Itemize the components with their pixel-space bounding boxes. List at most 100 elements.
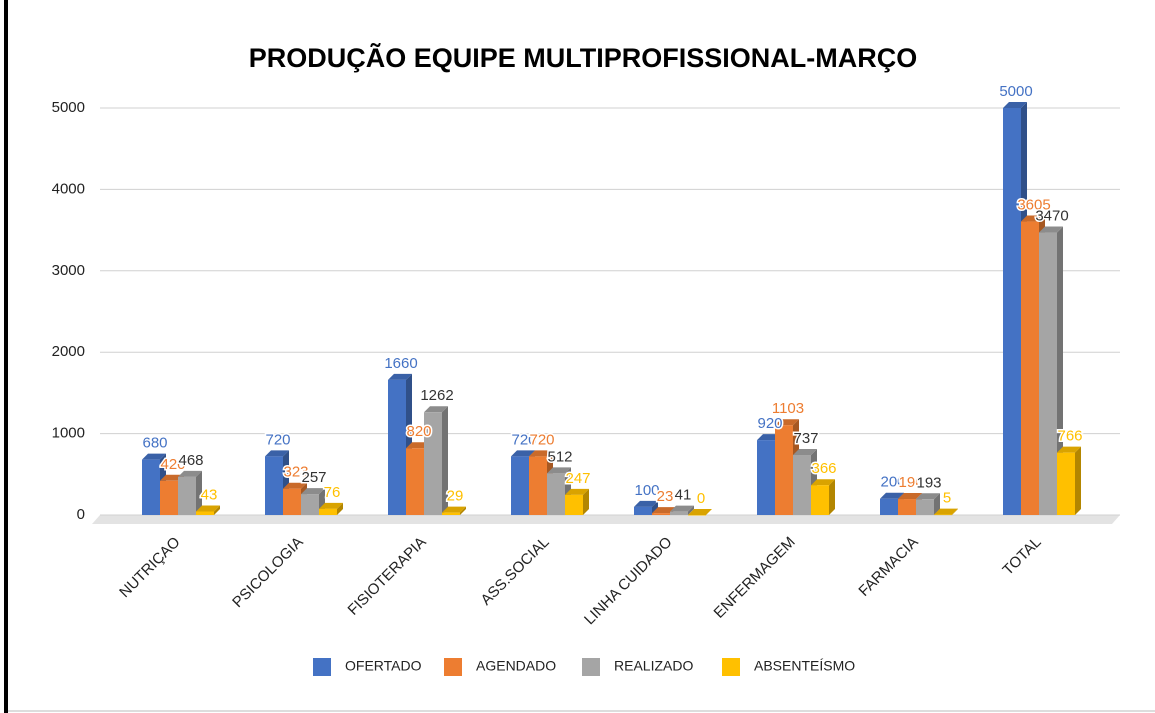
bar-front	[916, 499, 934, 515]
bar	[547, 467, 571, 515]
x-tick-label: ENFERMAGEM	[711, 534, 799, 622]
bar-front	[898, 499, 916, 515]
y-tick-label: 4000	[52, 180, 85, 197]
bar-top	[811, 479, 835, 486]
bar-top	[178, 470, 202, 477]
data-label: 29	[447, 488, 464, 505]
bar-front	[265, 456, 283, 515]
legend-swatch	[313, 658, 331, 676]
bar	[670, 505, 694, 515]
bar-top	[142, 453, 166, 460]
x-tick-label: PSICOLOGIA	[229, 534, 306, 611]
bar-top	[793, 449, 817, 456]
legend-label: REALIZADO	[614, 658, 693, 674]
bar-top	[1057, 446, 1081, 453]
data-label: 720	[265, 431, 290, 448]
bar	[1039, 226, 1063, 516]
bar-top	[547, 467, 571, 474]
bar	[196, 505, 220, 515]
y-tick-label: 5000	[52, 99, 85, 116]
data-label: 5000	[999, 83, 1032, 100]
bar-side	[583, 488, 589, 515]
bar-top	[775, 419, 799, 426]
chart-title: PRODUÇÃO EQUIPE MULTIPROFISSIONAL-MARÇO	[249, 42, 918, 73]
data-label: 737	[793, 430, 818, 447]
x-tick-label: ASS.SOCIAL	[478, 534, 553, 609]
data-label: 3470	[1035, 208, 1068, 225]
bar-top	[196, 505, 220, 512]
bar-front	[652, 513, 670, 515]
bar-side	[952, 508, 958, 515]
y-tick-label: 2000	[52, 343, 85, 360]
bar-front	[757, 440, 775, 515]
bar-front	[934, 514, 952, 516]
y-tick-label: 0	[77, 506, 85, 523]
data-label: 41	[675, 487, 692, 504]
bar-front	[178, 476, 196, 515]
bar-side	[460, 506, 466, 515]
bar-top	[880, 492, 904, 499]
legend-label: OFERTADO	[345, 658, 422, 674]
bar	[634, 500, 658, 515]
data-label: 1660	[384, 355, 417, 372]
bar-side	[214, 505, 220, 515]
bar-front	[670, 511, 688, 515]
bar-side	[652, 500, 658, 515]
bar	[442, 506, 466, 515]
bar-front	[301, 494, 319, 515]
legend-label: AGENDADO	[476, 658, 556, 674]
data-label: 5	[943, 490, 951, 507]
data-label: 512	[547, 448, 572, 465]
bar-front	[547, 473, 565, 515]
bar-front	[1003, 108, 1021, 515]
x-tick-label: NUTRIÇAO	[116, 534, 183, 601]
x-tick-label: TOTAL	[999, 534, 1044, 579]
bar-side	[442, 406, 448, 515]
bar-front	[565, 494, 583, 515]
bar-side	[688, 505, 694, 515]
bar-top	[511, 450, 535, 457]
bar-top	[916, 493, 940, 500]
bar	[424, 406, 448, 515]
bar-front	[793, 455, 811, 515]
bar-top	[442, 506, 466, 513]
data-label: 820	[406, 423, 431, 440]
bar-front	[196, 511, 214, 515]
bar	[178, 470, 202, 515]
data-label: 920	[757, 415, 782, 432]
bar-front	[406, 448, 424, 515]
data-label: 420	[160, 456, 185, 473]
data-label: 196	[898, 474, 923, 491]
data-label: 720	[511, 431, 536, 448]
data-label: 76	[324, 484, 341, 501]
x-tick-label: FISIOTERAPIA	[345, 534, 430, 619]
bar-front	[1039, 232, 1057, 516]
bar-top	[529, 450, 553, 457]
bar-front	[283, 488, 301, 515]
data-label: 257	[301, 469, 326, 486]
bar-side	[1075, 446, 1081, 515]
data-label: 0	[697, 490, 705, 507]
bar-front	[1021, 221, 1039, 516]
bar	[688, 509, 712, 516]
data-label: 200	[880, 474, 905, 491]
data-label: 680	[142, 435, 167, 452]
bar	[319, 502, 343, 515]
left-border	[4, 0, 8, 713]
legend-swatch	[444, 658, 462, 676]
data-label: 3605	[1017, 197, 1050, 214]
data-label: 43	[201, 486, 218, 503]
bar-front	[529, 456, 547, 515]
bar-top	[1003, 102, 1027, 108]
bar-top	[934, 508, 958, 515]
floor	[92, 515, 1120, 524]
bar-top	[283, 482, 307, 489]
bar-side	[934, 493, 940, 515]
bar-front	[811, 485, 829, 515]
data-label: 247	[565, 470, 590, 487]
data-label: 1262	[420, 387, 453, 404]
bar-top	[688, 509, 712, 515]
bar-top	[652, 507, 676, 514]
data-label: 23	[657, 488, 674, 505]
